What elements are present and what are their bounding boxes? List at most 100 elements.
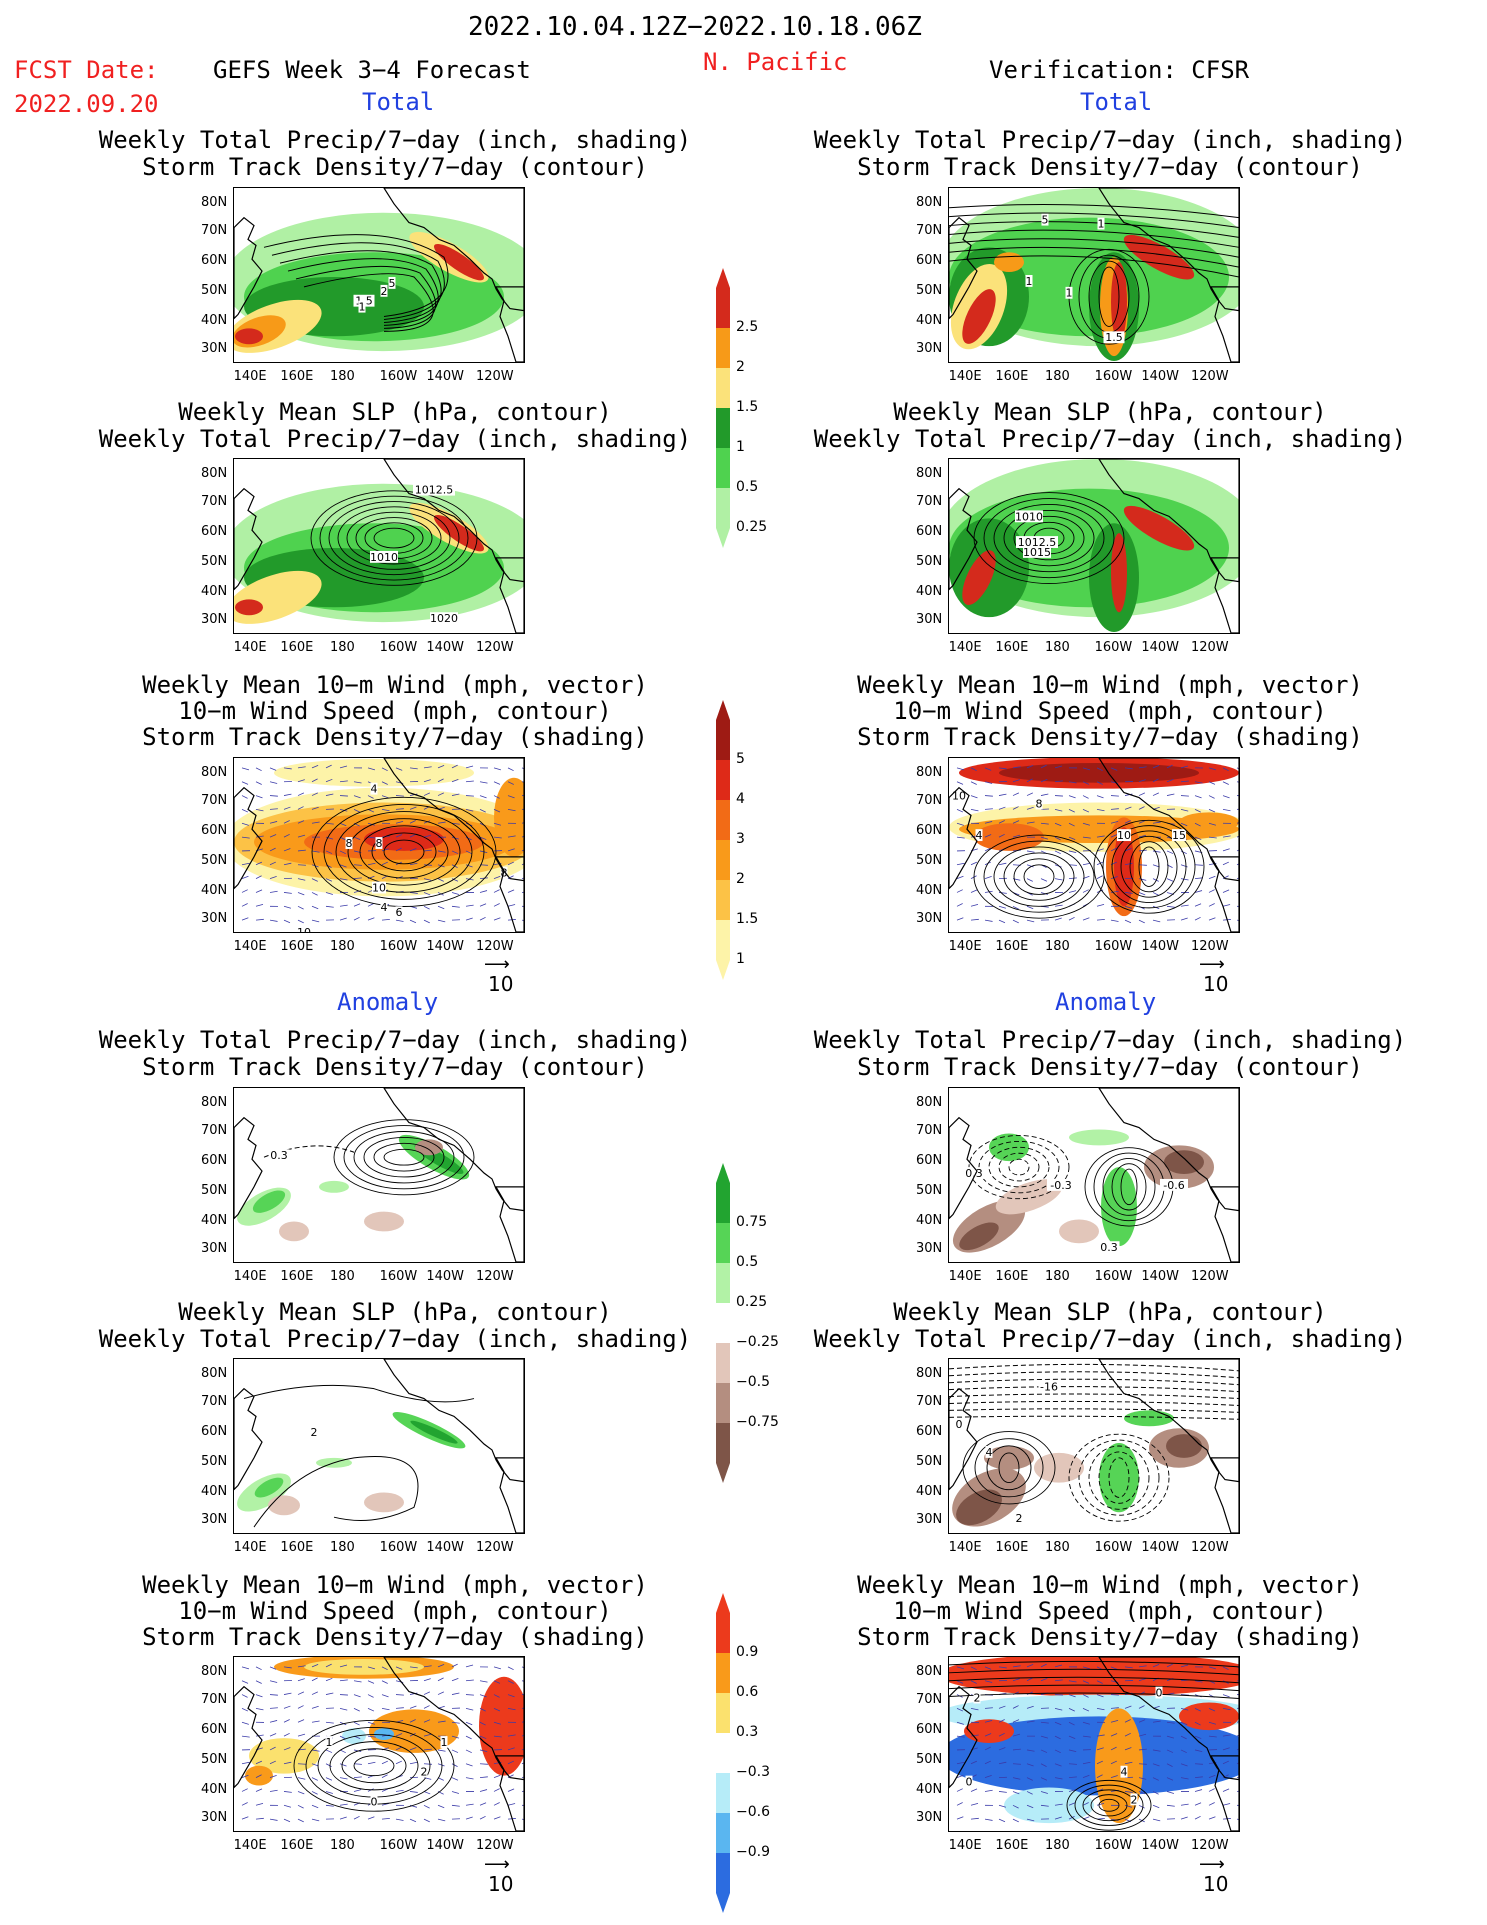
colorbar-top-arrow [716, 1163, 730, 1183]
wind-vector [367, 1680, 375, 1684]
wind-vector [381, 1774, 388, 1778]
wind-vector [984, 1733, 992, 1737]
vector-ref-f6: ⟶ 10 [484, 1854, 514, 1897]
wind-vector [1236, 1748, 1239, 1751]
colorbar-top-arrow [716, 1593, 730, 1613]
wind-vector [1222, 795, 1230, 799]
wind-vector [269, 890, 278, 893]
wind-vector [1222, 1788, 1230, 1792]
colorbar-segment [716, 1223, 730, 1263]
wind-vector [465, 917, 473, 921]
contour-label-bg [370, 1795, 378, 1808]
contour-line [949, 246, 1239, 268]
lat-tick-label: 70N [916, 1123, 943, 1138]
wind-vector [1054, 1749, 1061, 1754]
wind-vector [1152, 1818, 1161, 1822]
contour-line [998, 1152, 1040, 1182]
lon-tick-label: 180 [1044, 1540, 1070, 1555]
wind-vector [521, 877, 524, 879]
shading-region [1059, 1219, 1099, 1244]
wind-vector [367, 903, 374, 907]
colorbar-label: 0.25 [736, 519, 768, 535]
coastline [234, 1685, 263, 1789]
wind-vector [1152, 1791, 1159, 1795]
contour-label-bg [1130, 1793, 1138, 1806]
contour-label: -0.6 [1163, 1179, 1184, 1192]
wind-vector [493, 795, 500, 799]
wind-vector [970, 1680, 977, 1684]
wind-vector [1068, 877, 1077, 880]
lat-tick-label: 30N [916, 1240, 943, 1256]
lat-tick-label: 40N [201, 1781, 228, 1797]
wind-vector [521, 891, 524, 893]
map-svg: 2 0 0 4 2 [949, 1657, 1239, 1831]
vector-ref-f3: ⟶ 10 [484, 954, 514, 997]
colorbar-segment [716, 328, 730, 368]
wind-vector [956, 917, 964, 921]
lon-tick-label: 140W [1141, 640, 1179, 655]
wind-vector [395, 1818, 404, 1821]
contour-line [1090, 1794, 1128, 1817]
wind-vector [451, 1804, 460, 1807]
wind-vector [241, 1774, 249, 1778]
lat-tick-label: 80N [201, 194, 228, 210]
wind-vector [1124, 1666, 1133, 1669]
wind-vector [1180, 850, 1187, 855]
wind-vector [437, 1677, 444, 1682]
wind-vector [1040, 1749, 1048, 1753]
wind-vector [1236, 849, 1239, 852]
lon-tick-label: 160W [379, 1540, 418, 1555]
wind-vector [1082, 1694, 1089, 1698]
coastline [234, 786, 263, 890]
wind-vector [1236, 877, 1239, 879]
wind-vector [479, 916, 486, 921]
wind-vector [409, 806, 417, 810]
colorbar-segment [716, 800, 730, 840]
wind-vector [493, 1802, 500, 1806]
map-panel-verif-precip-track: 5 1 1 1 1.5 [948, 187, 1240, 363]
shading-region [1123, 505, 1195, 551]
wind-vector [297, 1733, 306, 1737]
coastline [949, 1387, 978, 1491]
wind-vector [395, 1789, 404, 1792]
wind-vector [381, 809, 390, 812]
lon-tick-label: 120W [475, 640, 514, 655]
wind-vector [1012, 779, 1020, 783]
wind-vector [1194, 1721, 1201, 1726]
contour-label-bg [1103, 331, 1125, 344]
wind-vector [956, 1680, 964, 1684]
wind-vector [325, 764, 332, 769]
title-v3-line1: Weekly Mean 10−m Wind (mph, vector) [857, 671, 1363, 699]
title-v5-line1: Weekly Mean SLP (hPa, contour) [893, 1298, 1327, 1326]
wind-vector [521, 1762, 524, 1765]
wind-vector [998, 1747, 1006, 1751]
contour-line [1120, 1168, 1138, 1206]
wind-vector [1152, 778, 1159, 783]
title-v5-line2: Weekly Total Precip/7−day (inch, shading… [813, 1325, 1407, 1353]
wind-vector [395, 1733, 403, 1737]
lon-tick-label: 140E [233, 1269, 267, 1284]
wind-vector [353, 1776, 362, 1779]
wind-vector [339, 1708, 348, 1711]
lon-tick-label: 160W [379, 640, 418, 655]
lon-tick-label: 180 [1044, 640, 1070, 655]
wind-vector [465, 765, 474, 769]
wind-vector [353, 1680, 362, 1683]
wind-vector [1138, 1665, 1147, 1668]
wind-vector [381, 1666, 388, 1671]
wind-vector [255, 1774, 262, 1778]
shading-region [1034, 1452, 1084, 1483]
title-f1-line1: Weekly Total Precip/7−day (inch, shading… [98, 126, 692, 154]
wind-vector [451, 822, 460, 825]
wind-vector [283, 1761, 292, 1765]
contour-label: 0.3 [270, 1149, 288, 1162]
colorbar-segment [716, 720, 730, 760]
wind-vector [1068, 1708, 1075, 1712]
wind-vector [1138, 806, 1145, 810]
contour-line [949, 1400, 1239, 1406]
shading-region [364, 1492, 404, 1513]
wind-vector [1068, 795, 1076, 799]
shading-region [249, 1738, 319, 1774]
contour-line [1120, 835, 1178, 898]
wind-vector [493, 781, 501, 785]
